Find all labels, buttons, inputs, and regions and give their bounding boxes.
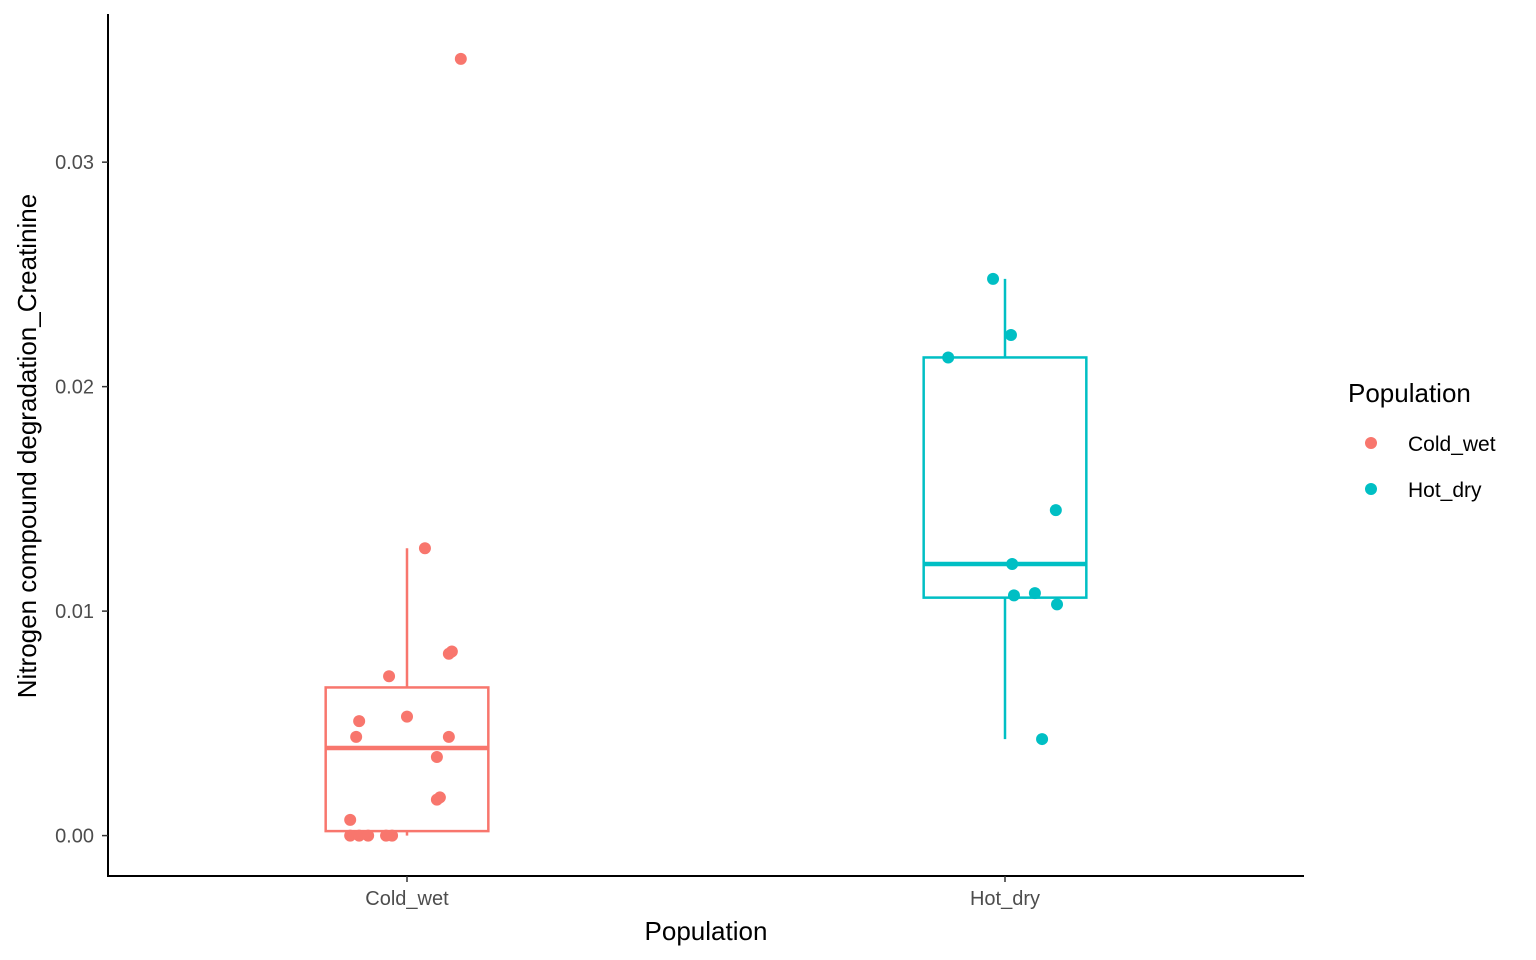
data-point — [353, 715, 366, 728]
x-tick-label: Hot_dry — [970, 888, 1040, 910]
data-point — [1036, 733, 1049, 746]
data-point — [430, 751, 443, 764]
x-axis-title: Population — [645, 916, 768, 946]
legend-key — [1365, 437, 1377, 449]
data-point — [1007, 589, 1020, 602]
plot-area — [324, 52, 1088, 842]
data-point — [383, 670, 396, 683]
data-point — [1051, 598, 1064, 611]
boxplot-hot-dry — [922, 272, 1088, 746]
data-point — [350, 730, 363, 743]
legend-label: Hot_dry — [1408, 479, 1482, 502]
data-point — [344, 813, 357, 826]
box — [324, 686, 490, 833]
data-point — [344, 829, 357, 842]
data-point — [987, 272, 1000, 285]
data-point — [418, 542, 431, 555]
y-axis-title: Nitrogen compound degradation_Creatinine — [12, 194, 42, 698]
data-point — [454, 52, 467, 65]
x-tick-label: Cold_wet — [365, 888, 449, 910]
y-tick-label: 0.02 — [55, 377, 94, 399]
data-point — [442, 730, 455, 743]
legend-key — [1365, 483, 1377, 495]
y-tick-label: 0.01 — [55, 601, 94, 623]
axes: 0.00 0.01 0.02 0.03 Cold_wet Hot_dry — [55, 152, 1040, 910]
legend: Population Cold_wet Hot_dry — [1348, 378, 1496, 502]
y-tick-label: 0.00 — [55, 826, 94, 848]
data-point — [1049, 504, 1062, 517]
legend-title: Population — [1348, 378, 1471, 408]
data-point — [1004, 329, 1017, 342]
data-point — [433, 791, 446, 804]
data-point — [362, 829, 375, 842]
data-point — [386, 829, 399, 842]
boxplot-cold-wet — [324, 52, 490, 842]
data-point — [1028, 587, 1041, 600]
data-point — [1006, 557, 1019, 570]
data-point — [401, 710, 413, 723]
box — [922, 356, 1088, 599]
legend-label: Cold_wet — [1408, 433, 1496, 456]
y-tick-label: 0.03 — [55, 152, 94, 174]
data-point — [353, 829, 366, 842]
data-point — [445, 645, 458, 658]
data-point — [942, 351, 955, 364]
